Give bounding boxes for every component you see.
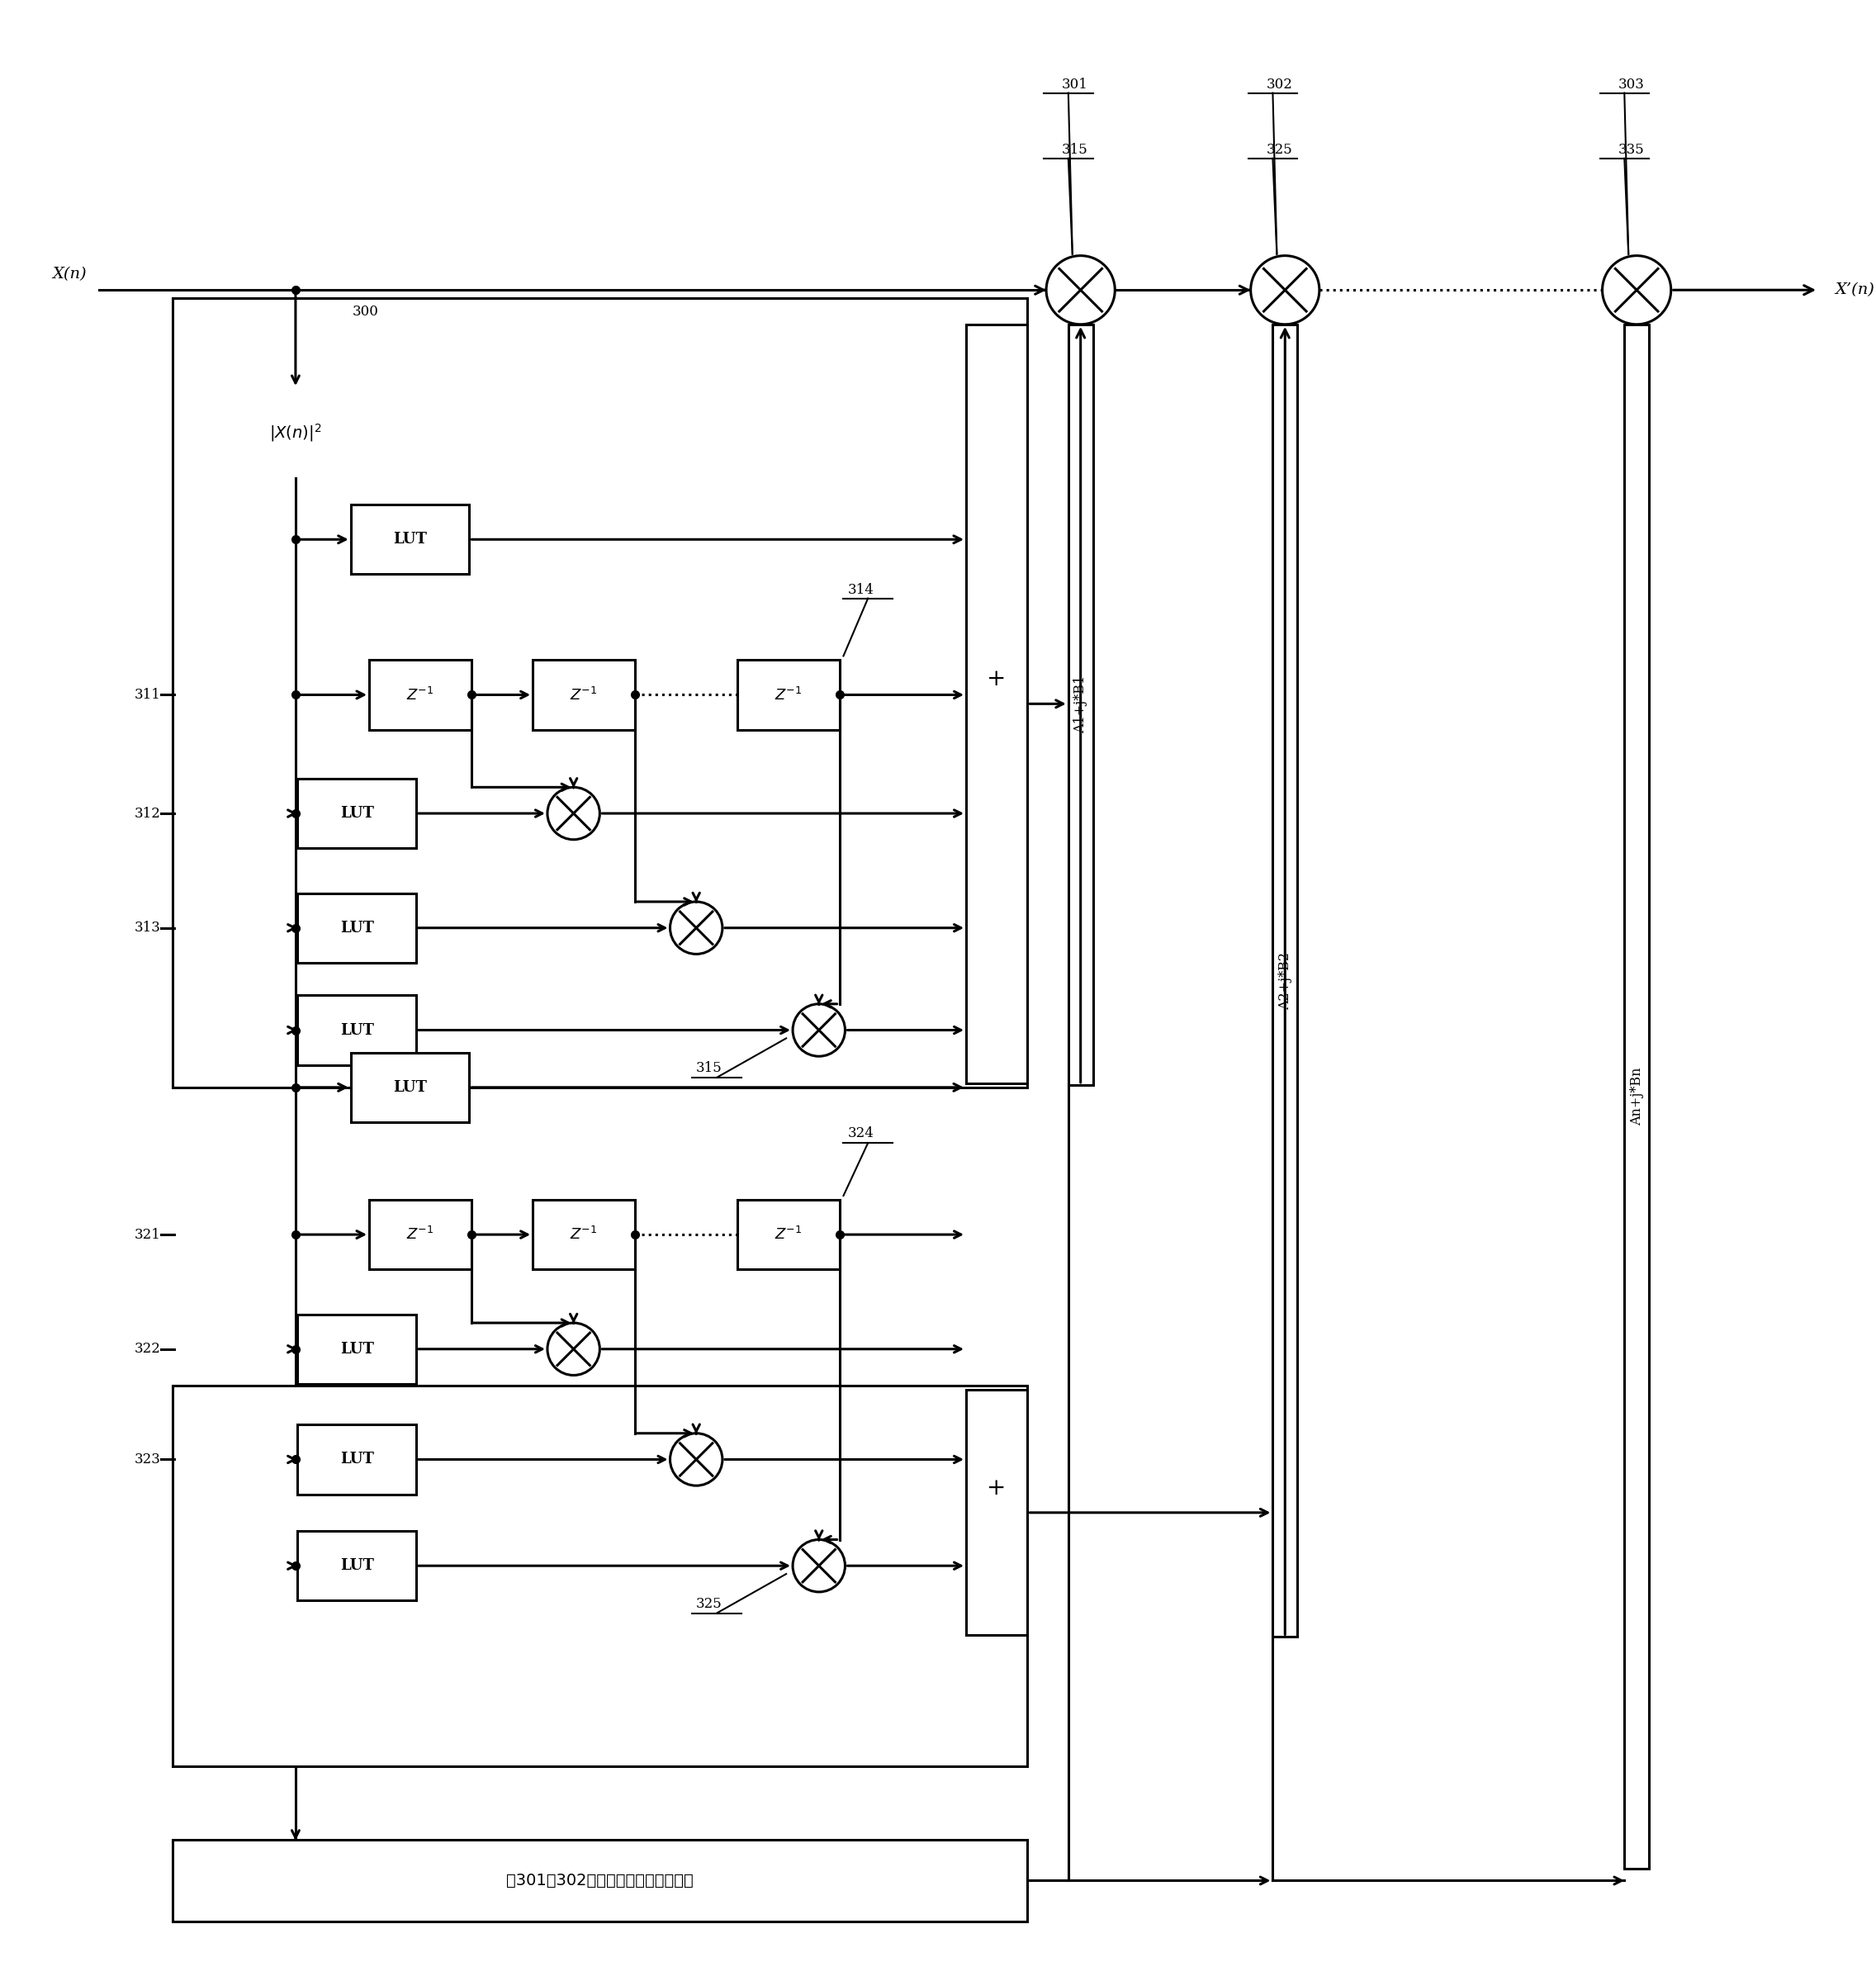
- Bar: [370, 660, 471, 729]
- Text: 301: 301: [1062, 77, 1088, 91]
- Text: 313: 313: [135, 921, 161, 935]
- Bar: [533, 1199, 634, 1269]
- Text: 324: 324: [848, 1126, 874, 1140]
- Text: LUT: LUT: [394, 1081, 428, 1095]
- Text: $Z^{-1}$: $Z^{-1}$: [775, 1227, 803, 1243]
- Bar: [298, 779, 416, 848]
- Circle shape: [1602, 255, 1672, 324]
- Circle shape: [794, 1539, 844, 1593]
- Text: +: +: [987, 668, 1006, 690]
- Bar: [298, 1425, 416, 1494]
- Text: 321: 321: [135, 1227, 161, 1241]
- Bar: [533, 660, 634, 729]
- Text: $Z^{-1}$: $Z^{-1}$: [407, 686, 433, 703]
- Text: LUT: LUT: [340, 921, 373, 935]
- Bar: [206, 387, 385, 478]
- Text: LUT: LUT: [340, 1342, 373, 1356]
- Text: 314: 314: [848, 583, 874, 597]
- Text: X(n): X(n): [53, 267, 86, 283]
- Bar: [370, 1199, 471, 1269]
- Text: LUT: LUT: [340, 1452, 373, 1466]
- Text: 300: 300: [353, 304, 379, 318]
- Text: 303: 303: [1617, 77, 1643, 91]
- Bar: [298, 893, 416, 962]
- Text: 323: 323: [135, 1452, 161, 1466]
- Text: LUT: LUT: [340, 1024, 373, 1037]
- Bar: [298, 996, 416, 1065]
- Text: +: +: [987, 1476, 1006, 1500]
- Text: LUT: LUT: [394, 532, 428, 547]
- Circle shape: [1251, 255, 1319, 324]
- Text: $|X(n)|^2$: $|X(n)|^2$: [270, 423, 323, 445]
- Circle shape: [670, 901, 722, 954]
- Text: $Z^{-1}$: $Z^{-1}$: [570, 1227, 598, 1243]
- Text: A2+j*B2: A2+j*B2: [1278, 952, 1293, 1010]
- Circle shape: [548, 786, 600, 840]
- Bar: [173, 1840, 1028, 1921]
- Bar: [351, 1053, 469, 1122]
- Text: LUT: LUT: [340, 806, 373, 820]
- Bar: [1625, 324, 1649, 1869]
- Bar: [1272, 324, 1298, 1636]
- Bar: [298, 1531, 416, 1601]
- Text: LUT: LUT: [340, 1559, 373, 1573]
- Text: 335: 335: [1617, 142, 1643, 156]
- Bar: [966, 1389, 1028, 1636]
- Bar: [173, 1385, 1028, 1767]
- Text: 325: 325: [1266, 142, 1293, 156]
- Text: $Z^{-1}$: $Z^{-1}$: [570, 686, 598, 703]
- Bar: [298, 1314, 416, 1383]
- Text: 如301，302所示功能部件的多次重复: 如301，302所示功能部件的多次重复: [507, 1873, 694, 1889]
- Text: 315: 315: [696, 1061, 722, 1075]
- Circle shape: [670, 1433, 722, 1486]
- Bar: [737, 1199, 839, 1269]
- Text: 325: 325: [696, 1597, 722, 1610]
- Text: 312: 312: [135, 806, 161, 820]
- Text: 302: 302: [1266, 77, 1293, 91]
- Bar: [737, 660, 839, 729]
- Bar: [1067, 324, 1094, 1085]
- Text: An+j*Bn: An+j*Bn: [1630, 1067, 1643, 1126]
- Text: 315: 315: [1062, 142, 1088, 156]
- Circle shape: [548, 1322, 600, 1375]
- Circle shape: [1047, 255, 1114, 324]
- Text: A1+j*B1: A1+j*B1: [1073, 676, 1088, 733]
- Bar: [173, 298, 1028, 1087]
- Text: $Z^{-1}$: $Z^{-1}$: [775, 686, 803, 703]
- Circle shape: [794, 1004, 844, 1057]
- Text: X’(n): X’(n): [1835, 283, 1874, 298]
- Bar: [966, 324, 1028, 1083]
- Text: 322: 322: [135, 1342, 161, 1356]
- Text: $Z^{-1}$: $Z^{-1}$: [407, 1227, 433, 1243]
- Bar: [351, 504, 469, 575]
- Text: 311: 311: [135, 688, 161, 701]
